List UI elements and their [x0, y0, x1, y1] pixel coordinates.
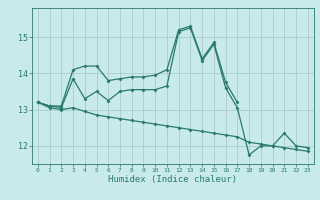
- X-axis label: Humidex (Indice chaleur): Humidex (Indice chaleur): [108, 175, 237, 184]
